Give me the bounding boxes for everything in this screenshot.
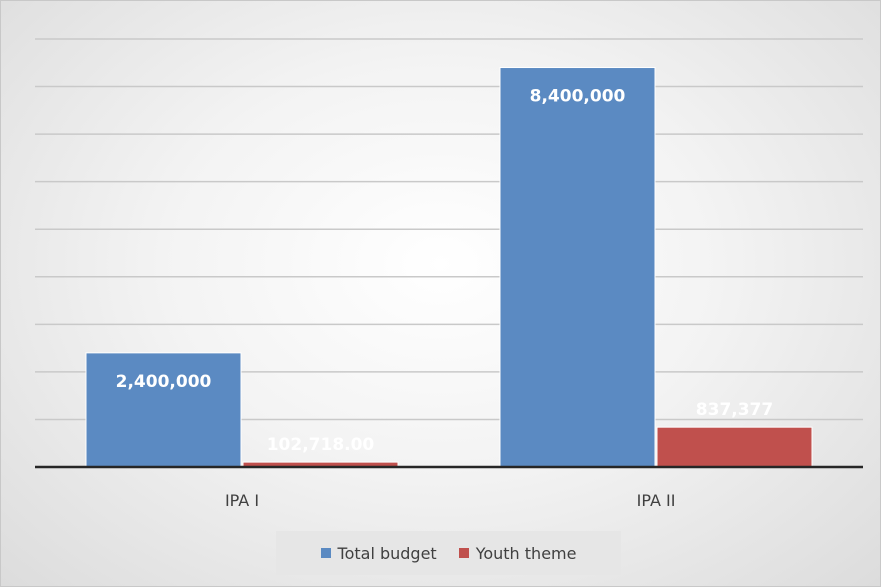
legend-item-youth-theme: Youth theme	[458, 543, 577, 563]
legend: Total budget Youth theme	[276, 531, 621, 575]
plot-area: 2,400,000 102,718.00 8,400,000 837,377 IPA …	[35, 38, 863, 510]
legend-swatch-youth-theme	[458, 548, 469, 558]
category-label: IPA I	[225, 491, 259, 510]
legend-label-youth-theme: Youth theme	[475, 543, 577, 563]
data-labels: 2,400,000 102,718.00 8,400,000 837,377	[116, 87, 774, 456]
category-labels: IPA I IPA II	[225, 491, 675, 510]
data-label: 2,400,000	[116, 372, 212, 392]
data-label: 102,718.00	[267, 435, 375, 455]
category-label: IPA II	[637, 491, 676, 510]
legend-item-total-budget: Total budget	[320, 543, 437, 563]
data-label: 837,377	[696, 400, 773, 420]
legend-swatch-total-budget	[320, 548, 331, 558]
data-label: 8,400,000	[530, 87, 626, 107]
bar-total-budget-ipa-ii	[499, 67, 656, 468]
bar-youth-theme-ipa-ii	[656, 426, 813, 468]
bar-total-budget-ipa-i	[85, 352, 242, 468]
bars	[85, 67, 813, 468]
legend-label-total-budget: Total budget	[337, 543, 437, 563]
